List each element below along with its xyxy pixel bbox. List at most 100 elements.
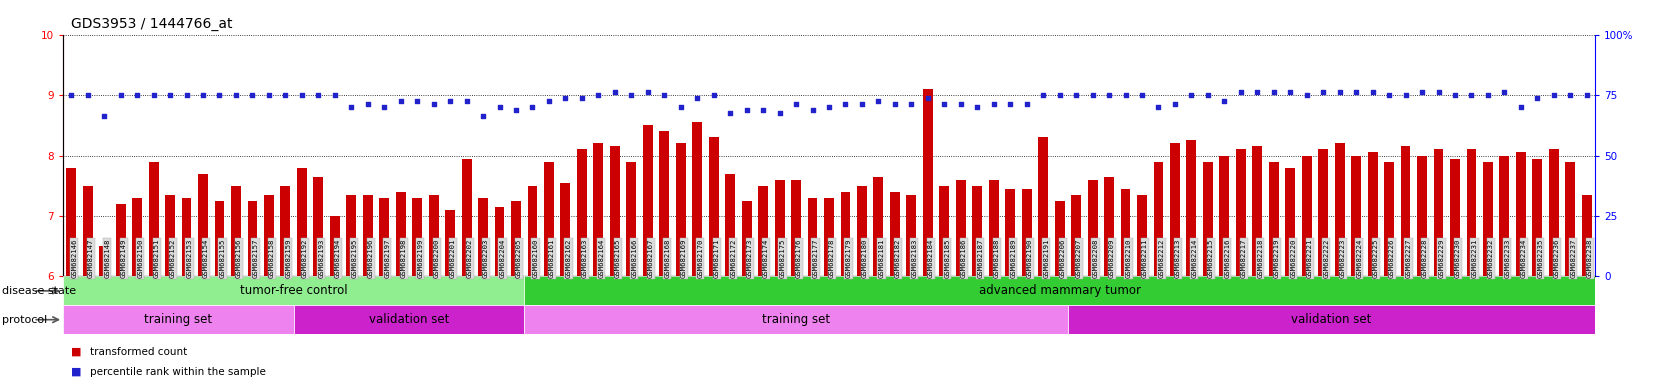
Text: GSM682152: GSM682152 [171, 239, 176, 278]
Text: GSM682197: GSM682197 [384, 239, 389, 278]
Point [1259, 89, 1286, 95]
Bar [1564, 162, 1574, 276]
Point [865, 98, 891, 104]
Point [1226, 89, 1253, 95]
Bar [1384, 162, 1394, 276]
Text: GDS3953 / 1444766_at: GDS3953 / 1444766_at [71, 17, 232, 31]
Point [1162, 101, 1188, 107]
Text: GSM682174: GSM682174 [762, 239, 769, 278]
Point [436, 98, 462, 104]
Bar [494, 207, 504, 276]
Bar [890, 192, 900, 276]
Point [1079, 92, 1105, 98]
Text: GSM682219: GSM682219 [1273, 239, 1279, 278]
Bar [560, 183, 570, 276]
Bar [1087, 180, 1097, 276]
Point [1292, 92, 1319, 98]
Bar [330, 216, 340, 276]
Text: GSM682172: GSM682172 [729, 239, 736, 278]
Bar [1334, 144, 1344, 276]
Text: GSM682238: GSM682238 [1586, 239, 1592, 278]
Point [1012, 101, 1039, 107]
Text: GSM682154: GSM682154 [202, 239, 209, 278]
Text: GSM682183: GSM682183 [911, 239, 916, 278]
Bar [543, 162, 553, 276]
Bar [313, 177, 323, 276]
Text: GSM682230: GSM682230 [1455, 239, 1460, 278]
Point [157, 92, 184, 98]
Text: GSM682177: GSM682177 [812, 239, 819, 278]
Bar [346, 195, 356, 276]
Text: percentile rank within the sample: percentile rank within the sample [89, 366, 265, 377]
Point [535, 98, 562, 104]
Bar [524, 276, 1594, 305]
Bar [1466, 149, 1475, 276]
Bar [149, 162, 159, 276]
Bar [363, 195, 373, 276]
Point [421, 101, 447, 107]
Text: GSM682192: GSM682192 [302, 239, 308, 278]
Bar [429, 195, 439, 276]
Point [815, 104, 842, 110]
Text: GSM682182: GSM682182 [895, 239, 900, 278]
Bar [1433, 149, 1443, 276]
Bar [1531, 159, 1541, 276]
Point [979, 101, 1006, 107]
Bar [873, 177, 883, 276]
Point [1425, 89, 1452, 95]
Point [189, 92, 215, 98]
Point [1145, 104, 1171, 110]
Point [255, 92, 282, 98]
Point [519, 104, 545, 110]
Bar [1120, 189, 1130, 276]
Bar [1170, 144, 1180, 276]
Point [732, 107, 759, 113]
Point [1473, 92, 1500, 98]
Bar [1251, 146, 1261, 276]
Bar [906, 195, 916, 276]
Text: GSM682233: GSM682233 [1503, 239, 1510, 278]
Text: GSM682207: GSM682207 [1075, 239, 1082, 278]
Text: GSM682178: GSM682178 [828, 239, 835, 278]
Point [766, 110, 792, 116]
Text: GSM682228: GSM682228 [1422, 239, 1427, 278]
Point [1523, 95, 1549, 101]
Bar [182, 198, 191, 276]
Text: GSM682199: GSM682199 [418, 239, 423, 278]
Bar [940, 186, 949, 276]
Point [1128, 92, 1155, 98]
Text: GSM682167: GSM682167 [648, 239, 653, 278]
Text: GSM682168: GSM682168 [664, 239, 669, 278]
Text: disease state: disease state [2, 286, 76, 296]
Text: GSM682196: GSM682196 [368, 239, 373, 278]
Text: GSM682158: GSM682158 [268, 239, 275, 278]
Bar [133, 198, 143, 276]
Text: GSM682221: GSM682221 [1306, 239, 1312, 278]
Text: GSM682166: GSM682166 [631, 239, 636, 278]
Point [1572, 92, 1599, 98]
Bar [774, 180, 784, 276]
Text: GSM682169: GSM682169 [681, 239, 686, 278]
Point [1490, 89, 1516, 95]
Point [1178, 92, 1205, 98]
Bar [693, 122, 701, 276]
Point [1506, 104, 1533, 110]
Point [239, 92, 265, 98]
Text: GSM682149: GSM682149 [121, 239, 126, 278]
Text: GSM682188: GSM682188 [993, 239, 999, 278]
Point [716, 110, 742, 116]
Point [174, 92, 200, 98]
Text: GSM682189: GSM682189 [1009, 239, 1016, 278]
Text: GSM682171: GSM682171 [713, 239, 719, 278]
Text: GSM682206: GSM682206 [1059, 239, 1065, 278]
Text: GSM682212: GSM682212 [1158, 239, 1163, 278]
Point [222, 92, 249, 98]
Bar [1137, 195, 1147, 276]
Text: GSM682173: GSM682173 [746, 239, 752, 278]
Text: GSM682214: GSM682214 [1191, 239, 1196, 278]
Text: GSM682151: GSM682151 [154, 239, 159, 278]
Bar [297, 168, 307, 276]
Bar [1367, 152, 1377, 276]
Text: GSM682184: GSM682184 [928, 239, 933, 278]
Text: GSM682187: GSM682187 [976, 239, 983, 278]
